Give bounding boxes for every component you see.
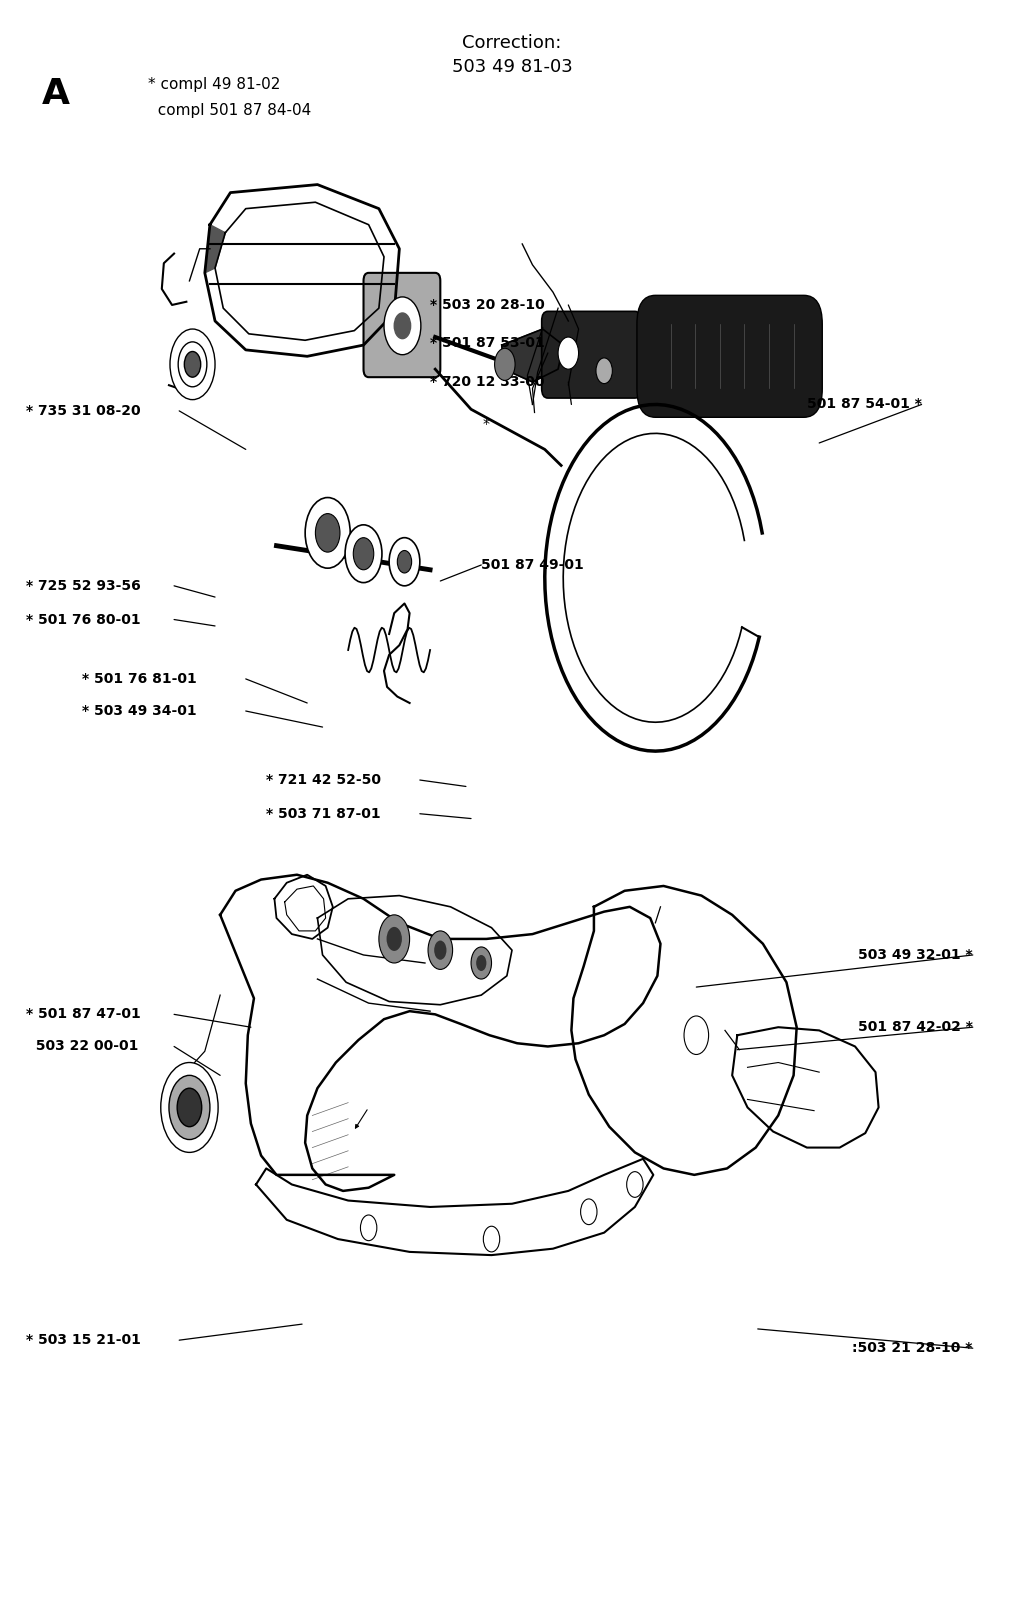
Text: * compl 49 81-02: * compl 49 81-02 (148, 77, 281, 91)
Circle shape (483, 1226, 500, 1252)
Circle shape (345, 525, 382, 583)
Text: 501 87 54-01 *: 501 87 54-01 * (807, 398, 922, 411)
Polygon shape (205, 225, 225, 273)
Circle shape (315, 514, 340, 552)
Text: * 735 31 08-20: * 735 31 08-20 (26, 404, 140, 417)
Circle shape (305, 498, 350, 568)
Text: * 501 87 53-01: * 501 87 53-01 (430, 337, 545, 350)
Text: * 503 20 28-10: * 503 20 28-10 (430, 299, 545, 311)
Text: :503 21 28-10 *: :503 21 28-10 * (852, 1342, 973, 1355)
Circle shape (495, 348, 515, 380)
Text: *: * (483, 417, 489, 430)
Circle shape (161, 1063, 218, 1152)
Circle shape (434, 941, 446, 960)
Circle shape (397, 551, 412, 573)
Circle shape (558, 337, 579, 369)
Circle shape (389, 538, 420, 586)
Text: * 501 76 80-01: * 501 76 80-01 (26, 613, 140, 626)
Circle shape (627, 1172, 643, 1197)
Text: * 501 76 81-01: * 501 76 81-01 (82, 672, 197, 685)
Text: * 501 87 47-01: * 501 87 47-01 (26, 1008, 140, 1021)
Circle shape (184, 351, 201, 377)
Circle shape (353, 538, 374, 570)
Text: * 720 12 33-00: * 720 12 33-00 (430, 376, 545, 388)
Circle shape (384, 297, 421, 355)
Text: 503 22 00-01: 503 22 00-01 (26, 1040, 138, 1053)
Text: * 503 49 34-01: * 503 49 34-01 (82, 705, 197, 717)
Text: 501 87 49-01: 501 87 49-01 (481, 559, 584, 571)
Text: * 503 71 87-01: * 503 71 87-01 (266, 807, 381, 820)
Circle shape (178, 342, 207, 387)
Circle shape (596, 358, 612, 384)
Circle shape (169, 1075, 210, 1140)
Text: * 503 15 21-01: * 503 15 21-01 (26, 1334, 140, 1347)
Text: compl 501 87 84-04: compl 501 87 84-04 (148, 103, 311, 117)
Text: * 721 42 52-50: * 721 42 52-50 (266, 774, 381, 786)
Circle shape (581, 1199, 597, 1225)
Circle shape (471, 947, 492, 979)
Circle shape (170, 329, 215, 400)
Text: 503 49 81-03: 503 49 81-03 (452, 58, 572, 75)
Polygon shape (502, 329, 563, 382)
FancyBboxPatch shape (364, 273, 440, 377)
Circle shape (394, 313, 411, 339)
FancyBboxPatch shape (637, 295, 822, 417)
Text: * 725 52 93-56: * 725 52 93-56 (26, 579, 140, 592)
Circle shape (476, 955, 486, 971)
Text: A: A (42, 77, 71, 111)
FancyBboxPatch shape (542, 311, 641, 398)
Text: Correction:: Correction: (462, 34, 562, 51)
Text: 501 87 42-02 *: 501 87 42-02 * (858, 1021, 973, 1034)
Circle shape (428, 931, 453, 969)
Circle shape (379, 915, 410, 963)
Circle shape (684, 1016, 709, 1054)
Text: 503 49 32-01 *: 503 49 32-01 * (858, 949, 973, 961)
Circle shape (177, 1088, 202, 1127)
Circle shape (387, 928, 402, 952)
Circle shape (360, 1215, 377, 1241)
